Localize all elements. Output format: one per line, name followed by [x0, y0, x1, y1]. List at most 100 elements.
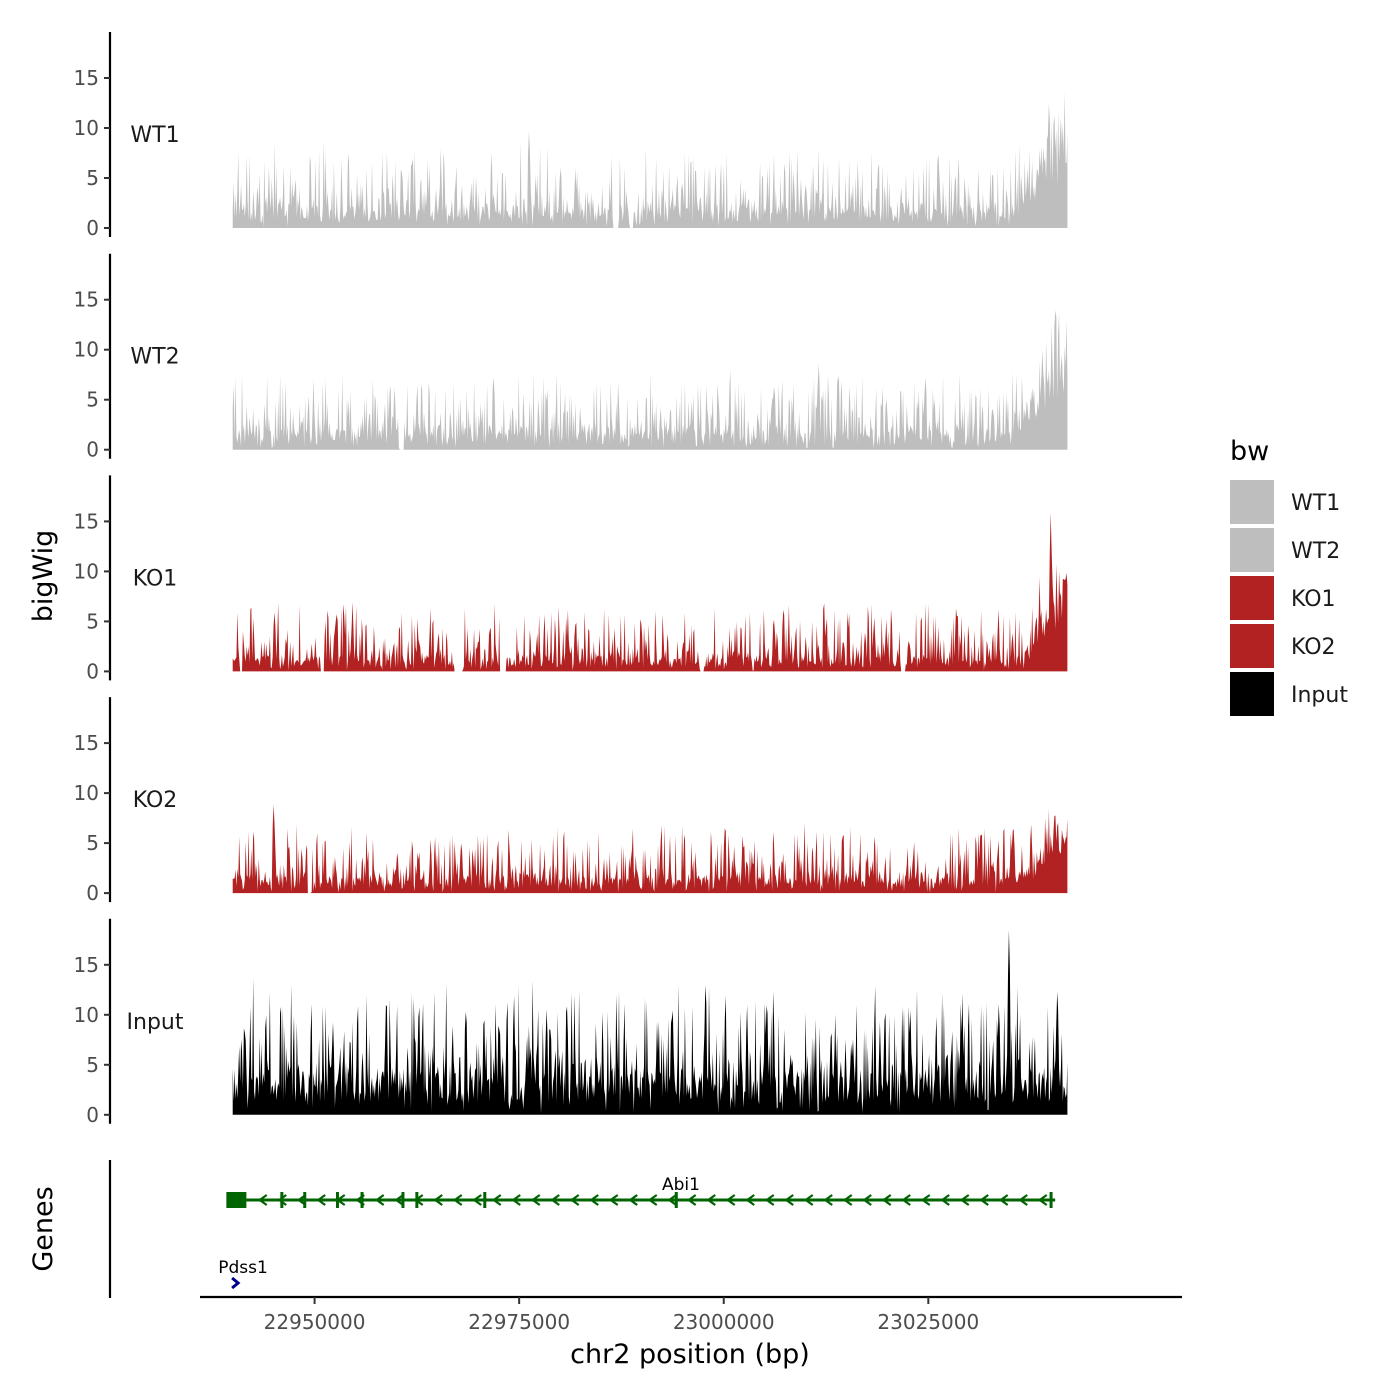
y-tick-label: 15 [74, 731, 99, 755]
gene-abi1-exon [483, 1192, 487, 1208]
legend-title: bw [1230, 436, 1269, 467]
y-tick-label: 10 [74, 1003, 99, 1027]
gene-abi1-strand-chevron [1018, 1194, 1028, 1206]
coverage-area-wt2 [232, 310, 1068, 450]
y-tick-label: 10 [74, 116, 99, 140]
gene-abi1-strand-chevron [316, 1194, 326, 1206]
legend-label-input: Input [1291, 683, 1348, 708]
y-tick-label: 0 [86, 438, 99, 462]
gene-abi1-strand-chevron [550, 1194, 560, 1206]
x-axis: 22950000 22975000 23000000 23025000 [200, 1295, 1182, 1334]
y-tick-label: 0 [86, 216, 99, 240]
y-tick-label: 10 [74, 559, 99, 583]
gene-abi1-strand-chevron [277, 1194, 287, 1206]
track-ko1: 0 5 10 15 KO1 [74, 475, 1068, 683]
x-tick-label: 22975000 [468, 1310, 570, 1334]
gene-abi1-strand-chevron [511, 1194, 521, 1206]
track-wt1: 0 5 10 15 WT1 [74, 32, 1068, 240]
legend-key-ko2 [1230, 624, 1274, 668]
gene-abi1-exon [674, 1192, 678, 1208]
y-tick-label: 5 [86, 609, 99, 633]
legend-label-wt2: WT2 [1291, 539, 1340, 564]
gene-pdss1: Pdss1 [218, 1258, 268, 1290]
gene-abi1-strand-chevron [394, 1194, 404, 1206]
track-ko2: 0 5 10 15 KO2 [74, 697, 1068, 905]
y-axis-title: bigWig [28, 530, 59, 623]
coverage-tracks: 0 5 10 15 WT1 0 5 10 15 WT2 0 5 10 15 KO1 0 5 10 15 KO2 0 5 10… [74, 32, 1068, 1127]
y-tick-label: 15 [74, 953, 99, 977]
track-label: KO1 [133, 566, 178, 591]
gene-abi1-strand-chevron [764, 1194, 775, 1206]
gene-abi1-strand-chevron [374, 1194, 385, 1206]
gene-abi1-strand-chevron [433, 1194, 443, 1206]
legend-key-input [1230, 672, 1274, 716]
gene-abi1-strand-chevron [803, 1194, 814, 1206]
gene-abi1-strand-chevron [589, 1194, 599, 1206]
track-label: KO2 [133, 788, 178, 813]
track-input: 0 5 10 15 Input [74, 918, 1068, 1127]
y-tick-label: 0 [86, 1103, 99, 1127]
gene-abi1-exon [226, 1192, 247, 1208]
gene-abi1-strand-chevron [784, 1194, 794, 1206]
gene-pdss1-label: Pdss1 [218, 1258, 268, 1278]
x-tick-label: 22950000 [264, 1310, 366, 1334]
gene-abi1-exon [303, 1192, 307, 1208]
y-tick-label: 5 [86, 388, 99, 412]
gene-abi1-strand-chevron [706, 1194, 716, 1206]
gene-abi1-strand-chevron [881, 1194, 892, 1206]
gene-abi1-strand-chevron [920, 1194, 931, 1206]
legend-label-wt1: WT1 [1291, 491, 1340, 516]
genes-axis-title: Genes [28, 1186, 59, 1271]
gene-abi1-strand-chevron [1037, 1194, 1048, 1206]
gene-abi1-strand-chevron [452, 1194, 463, 1206]
gene-abi1-strand-chevron [959, 1194, 970, 1206]
gene-abi1-exon [1049, 1192, 1053, 1208]
y-tick-label: 0 [86, 659, 99, 683]
gene-abi1-strand-chevron [998, 1194, 1009, 1206]
gene-abi1-exon [401, 1192, 405, 1208]
track-label: Input [127, 1010, 184, 1035]
gene-abi1-strand-chevron [823, 1194, 833, 1206]
y-tick-label: 5 [86, 831, 99, 855]
y-tick-label: 15 [74, 66, 99, 90]
legend: bw WT1 WT2 KO1 KO2 Input [1230, 436, 1348, 716]
y-tick-label: 15 [74, 509, 99, 533]
gene-abi1-strand-chevron [257, 1194, 268, 1206]
y-tick-label: 10 [74, 338, 99, 362]
track-label: WT2 [130, 345, 179, 370]
gene-abi1-strand-chevron [842, 1194, 853, 1206]
x-axis-title: chr2 position (bp) [570, 1339, 810, 1370]
legend-key-wt1 [1230, 480, 1274, 524]
gene-abi1-exon [280, 1192, 284, 1208]
gene-abi1-strand-chevron [569, 1194, 580, 1206]
genes-panel: Abi1 Pdss1 [108, 1160, 1056, 1298]
gene-abi1-strand-chevron [940, 1194, 950, 1206]
gene-abi1-exon [335, 1192, 339, 1208]
track-wt2: 0 5 10 15 WT2 [74, 253, 1068, 462]
y-tick-label: 0 [86, 881, 99, 905]
coverage-area-input [232, 930, 1068, 1115]
gene-abi1-strand-chevron [491, 1194, 502, 1206]
gene-abi1-strand-chevron [979, 1194, 989, 1206]
gene-abi1-strand-chevron [901, 1194, 911, 1206]
gene-abi1-strand-chevron [667, 1194, 677, 1206]
gene-abi1-strand-chevron [530, 1194, 541, 1206]
gene-abi1-strand-chevron [628, 1194, 638, 1206]
gene-abi1-exon [415, 1192, 419, 1208]
legend-label-ko2: KO2 [1291, 635, 1336, 660]
gene-abi1-strand-chevron [862, 1194, 872, 1206]
gene-pdss1-strand-chevron [231, 1276, 241, 1290]
x-tick-label: 23025000 [877, 1310, 979, 1334]
legend-label-ko1: KO1 [1291, 587, 1336, 612]
gene-abi1-strand-chevron [472, 1194, 482, 1206]
coverage-area-wt1 [232, 91, 1068, 228]
x-tick-label: 23000000 [673, 1310, 775, 1334]
gene-abi1-exon [360, 1192, 364, 1208]
y-tick-label: 15 [74, 288, 99, 312]
gene-abi1: Abi1 [226, 1175, 1056, 1208]
coverage-area-ko2 [232, 804, 1068, 894]
gene-abi1-strand-chevron [725, 1194, 736, 1206]
gene-abi1-strand-chevron [608, 1194, 619, 1206]
track-label: WT1 [130, 123, 179, 148]
